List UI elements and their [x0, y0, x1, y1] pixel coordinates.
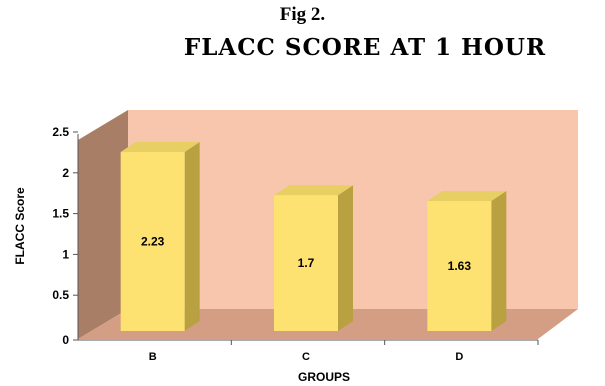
data-label: 1.63	[448, 259, 472, 273]
chart-axes	[73, 131, 539, 345]
y-axis-title: FLACC Score	[13, 187, 27, 265]
y-tick-label: 1	[62, 247, 69, 261]
bar-front	[120, 152, 185, 331]
y-tick-label: 0.5	[52, 288, 69, 302]
bar-top	[274, 185, 353, 196]
chart-title: FLACC SCORE AT 1 HOUR	[183, 34, 547, 61]
bar-top	[427, 190, 507, 201]
data-label: 1.7	[298, 256, 315, 270]
bar-top	[120, 142, 200, 153]
x-tick-label: B	[149, 351, 157, 363]
bar-front	[274, 195, 338, 331]
bar-c	[274, 185, 353, 331]
bar-side	[338, 185, 353, 331]
bar-d	[427, 190, 507, 331]
data-label: 2.23	[141, 235, 165, 249]
chart-bars	[120, 142, 507, 331]
y-tick-label: 0	[62, 333, 69, 347]
chart-labels: 0 0.5 1 1.5 2 2.5 2.23 B 1.7 C 1.63 D	[52, 125, 471, 363]
y-tick-label: 2	[62, 166, 69, 180]
figure-label: Fig 2.	[279, 4, 326, 25]
x-tick-label: D	[455, 351, 463, 363]
x-tick-label: C	[302, 351, 310, 363]
side-wall	[78, 110, 128, 339]
bar-side	[184, 142, 200, 331]
x-axis-title: GROUPS	[298, 370, 350, 384]
bar-front	[427, 200, 492, 331]
bar-side	[491, 190, 507, 331]
y-tick-label: 2.5	[52, 125, 69, 139]
y-tick-label: 1.5	[52, 207, 69, 221]
bar-b	[120, 142, 200, 331]
